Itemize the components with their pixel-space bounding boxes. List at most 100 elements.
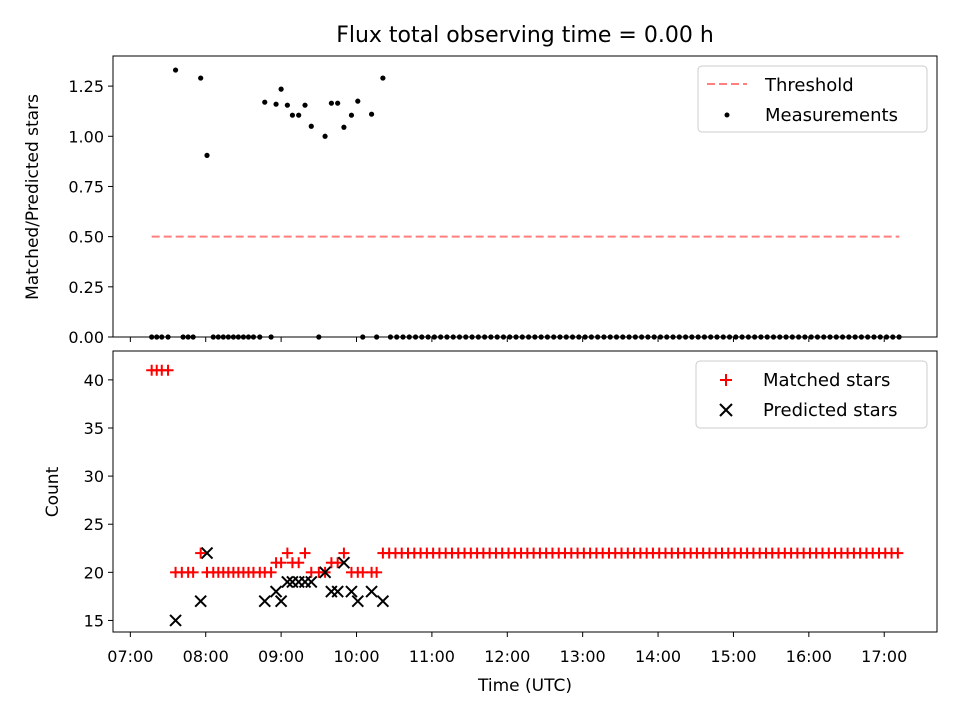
measurement-point [368,111,375,117]
count-legend-box [695,360,928,429]
measurement-point [563,334,569,340]
measurement-point [519,334,525,340]
ratio-y-tick-label: 0.50 [68,228,104,247]
measurement-point [676,334,682,340]
measurement-point [708,334,714,340]
measurement-point [877,334,883,340]
count-x-tick-label: 15:00 [710,647,756,666]
measurement-point [210,334,216,340]
measurements-legend-swatch [724,112,730,118]
measurement-point [513,334,519,340]
predicted-marker-b [194,594,207,608]
count-x-tick-label: 14:00 [635,647,681,666]
measurement-point [250,334,257,340]
matched-star-marker [162,364,174,376]
measurement-point [469,334,475,340]
measurement-point [154,334,160,340]
predicted-star-marker [331,585,344,598]
matched-star-marker [338,547,350,559]
measurement-point [839,334,846,340]
measurement-point [582,334,588,340]
measurement-point [833,334,839,340]
measurement-point [858,334,865,340]
measurement-point [302,102,308,108]
count-y-tick-label: 35 [84,419,104,438]
measurement-point [419,334,425,340]
count-x-tick-label: 07:00 [107,647,153,666]
measurement-point [814,334,821,340]
predicted-star-marker [337,556,351,569]
matched-legend-label: Matched stars [763,370,890,391]
predicted-star-marker [351,594,364,608]
predicted-star-marker [200,546,214,560]
chart-title: Flux total observing time = 0.00 h [336,23,714,48]
predicted-marker-b [200,546,214,560]
measurement-point [412,334,419,340]
measurement-point [871,334,877,340]
measurement-point [406,334,412,340]
predicted-marker-b [281,575,294,589]
measurement-point [289,112,296,118]
predicted-marker-b [169,614,182,627]
measurement-point [296,112,302,118]
ratio-y-axis: 0.00 0.25 0.50 0.75 1.00 1.25 [68,77,113,347]
matched-star-marker [892,547,904,559]
ratio-plot-frame [112,55,938,338]
count-x-tick-label: 12:00 [484,647,530,666]
measurement-point [620,334,626,340]
count-x-tick-label: 16:00 [786,647,832,666]
measurement-point [438,334,444,340]
count-y-tick-label: 15 [84,611,104,630]
predicted-star-marker [258,594,271,608]
measurement-point [374,334,380,340]
measurement-point [890,334,896,340]
measurement-point [783,334,789,340]
count-x-tick-label: 08:00 [183,647,229,666]
measurement-layer [149,67,902,340]
measurement-point [758,334,764,340]
measurement-point [538,334,544,340]
predicted-legend-swatch [719,403,733,417]
measurement-point [532,334,538,340]
measurement-point [204,152,210,158]
measurement-point [335,100,341,106]
measurement-point [444,334,450,340]
measurement-point [632,334,638,340]
measurement-point [701,334,708,340]
predicted-marker-b [331,585,344,598]
matched-star-marker [187,566,199,578]
measurement-point [328,100,335,106]
ratio-y-label: Matched/Predicted stars [23,94,43,300]
measurement-point [475,334,481,340]
measurement-point [482,334,488,340]
measurement-point [613,334,620,340]
predicted-marker-b [337,556,351,569]
measurement-point [431,334,437,340]
measurement-point [551,334,557,340]
predicted-marker-b [274,594,288,608]
measurement-point [273,101,279,107]
matched-star-marker [371,566,383,578]
matched-star-marker [195,547,207,559]
measurement-point [657,334,664,340]
measurement-point [348,112,355,118]
measurement-point [245,334,252,340]
measurement-point [821,334,827,340]
measurement-point [190,334,196,340]
measurement-point [808,334,814,340]
measurement-point [714,334,720,340]
measurement-point [463,334,469,340]
measurement-point [544,334,551,340]
count-plot-frame [112,350,938,633]
measurement-point [165,334,171,340]
ratio-y-tick-label: 1.00 [68,127,104,146]
count-x-tick-label: 09:00 [258,647,304,666]
matched-legend-swatch [720,374,732,386]
measurement-point [172,67,179,73]
predicted-star-marker [269,585,283,598]
measurement-point [764,334,770,340]
predicted-star-marker [345,585,358,598]
predicted-star-marker [376,594,390,608]
count-panel: 15 20 25 30 35 40 Count 07:00 08:00 09:00 10:00 1… [43,350,938,696]
count-y-tick-label: 20 [84,563,104,582]
